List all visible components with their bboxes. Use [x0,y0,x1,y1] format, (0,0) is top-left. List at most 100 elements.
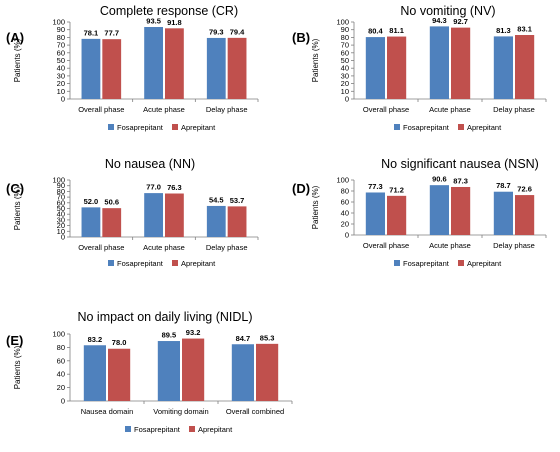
bar-fosaprepitant-2 [157,341,180,401]
panel-label: (E) [6,333,23,348]
x-category-label: Overall phase [78,105,124,114]
y-tick-label: 60 [57,356,65,365]
data-label: 81.3 [496,26,511,35]
legend-swatch-aprepitant [172,124,178,130]
data-label: 93.5 [146,17,161,26]
data-label: 89.5 [162,331,177,340]
x-category-label: Acute phase [143,243,185,252]
data-label: 93.2 [186,328,201,337]
legend-label-fosaprepitant: Fosaprepitant [403,123,450,132]
bar-fosaprepitant-3 [206,205,226,237]
bar-fosaprepitant-2 [429,26,449,99]
y-tick-label: 40 [57,64,65,73]
x-category-label: Acute phase [143,105,185,114]
data-label: 87.3 [453,176,468,185]
y-tick-label: 0 [61,397,65,406]
bar-aprepitant-1 [108,348,131,401]
x-category-label: Delay phase [206,243,248,252]
x-category-label: Delay phase [493,105,535,114]
y-tick-label: 80 [57,33,65,42]
bar-fosaprepitant-2 [144,27,163,100]
y-tick-label: 40 [57,210,65,219]
y-tick-label: 20 [341,220,349,229]
y-tick-label: 90 [341,25,349,34]
x-category-label: Acute phase [429,241,471,250]
y-tick-label: 40 [57,370,65,379]
legend: Fosaprepitant Aprepitant [108,123,216,132]
chart-panel-c: No nausea (NN)(C)Patients (%)01020304050… [6,157,259,268]
bar-aprepitant-2 [165,28,184,100]
chart-title: No vomiting (NV) [400,4,495,18]
panel-label: (C) [6,181,24,196]
chart-panel-a: Complete response (CR) (A)Patients (%) 0 10… [6,4,259,132]
y-axis-label: Patients (%) [13,186,22,230]
bar-fosaprepitant-2 [144,193,163,237]
data-label: 77.7 [104,29,119,38]
y-tick-label: 10 [341,87,349,96]
data-label: 79.4 [230,27,245,36]
data-label: 92.7 [453,17,468,26]
y-axis-label: Patients (%) [311,38,320,82]
chart-title: No nausea (NN) [105,157,195,171]
y-tick-label: 20 [57,383,65,392]
bar-aprepitant-3 [256,343,279,401]
y-tick-label: 50 [57,56,65,65]
bar-fosaprepitant-1 [81,38,101,99]
legend-label-aprepitant: Aprepitant [181,259,216,268]
y-tick-label: 30 [57,215,65,224]
bar-aprepitant-1 [102,208,122,237]
y-tick-label: 70 [341,41,349,50]
panel-label: (A) [6,30,24,45]
legend-swatch-aprepitant [172,260,178,266]
data-label: 80.4 [368,27,383,36]
y-tick-label: 100 [52,176,65,185]
data-label: 77.0 [146,183,161,192]
data-label: 94.3 [432,16,447,25]
y-tick-label: 0 [61,95,65,104]
legend: Fosaprepitant Aprepitant [394,259,502,268]
y-tick-label: 20 [57,79,65,88]
bar-aprepitant-1 [387,195,407,235]
y-tick-label: 90 [57,25,65,34]
y-axis-label: Patients (%) [311,185,320,229]
bar-aprepitant-2 [451,27,471,99]
data-label: 81.1 [389,26,404,35]
legend-label-fosaprepitant: Fosaprepitant [117,259,164,268]
y-tick-label: 20 [57,221,65,230]
bar-fosaprepitant-3 [493,191,513,235]
legend: Fosaprepitant Aprepitant [125,425,233,434]
data-label: 72.6 [517,185,532,194]
y-tick-label: 100 [52,18,65,27]
legend-swatch-aprepitant [458,124,464,130]
bar-aprepitant-3 [515,195,535,235]
y-tick-label: 100 [336,18,349,27]
y-tick-label: 0 [61,233,65,242]
data-label: 76.3 [167,183,182,192]
chart-panel-e: No impact on daily living (NIDL) (E)Patie… [6,310,293,434]
data-label: 91.8 [167,18,182,27]
bar-aprepitant-3 [227,37,247,99]
y-tick-label: 50 [341,56,349,65]
data-label: 78.0 [112,338,127,347]
legend-label-aprepitant: Aprepitant [467,123,502,132]
bar-fosaprepitant-3 [206,37,226,99]
chart-title: Complete response (CR) [100,4,238,18]
bar-fosaprepitant-3 [231,344,254,401]
y-tick-label: 80 [57,187,65,196]
panel-label: (D) [292,181,310,196]
legend-swatch-fosaprepitant [394,260,400,266]
bar-fosaprepitant-2 [429,185,449,235]
y-tick-label: 20 [341,79,349,88]
legend-swatch-fosaprepitant [108,124,114,130]
y-tick-label: 70 [57,193,65,202]
data-label: 85.3 [260,333,275,342]
y-tick-label: 50 [57,204,65,213]
bar-fosaprepitant-1 [365,192,385,235]
y-axis-label: Patients (%) [13,38,22,82]
legend-label-fosaprepitant: Fosaprepitant [403,259,450,268]
chart-panel-d: No significant nausea (NSN) (D) Patients (… [292,157,547,268]
x-category-label: Delay phase [206,105,248,114]
y-tick-label: 90 [57,181,65,190]
y-tick-label: 80 [57,343,65,352]
